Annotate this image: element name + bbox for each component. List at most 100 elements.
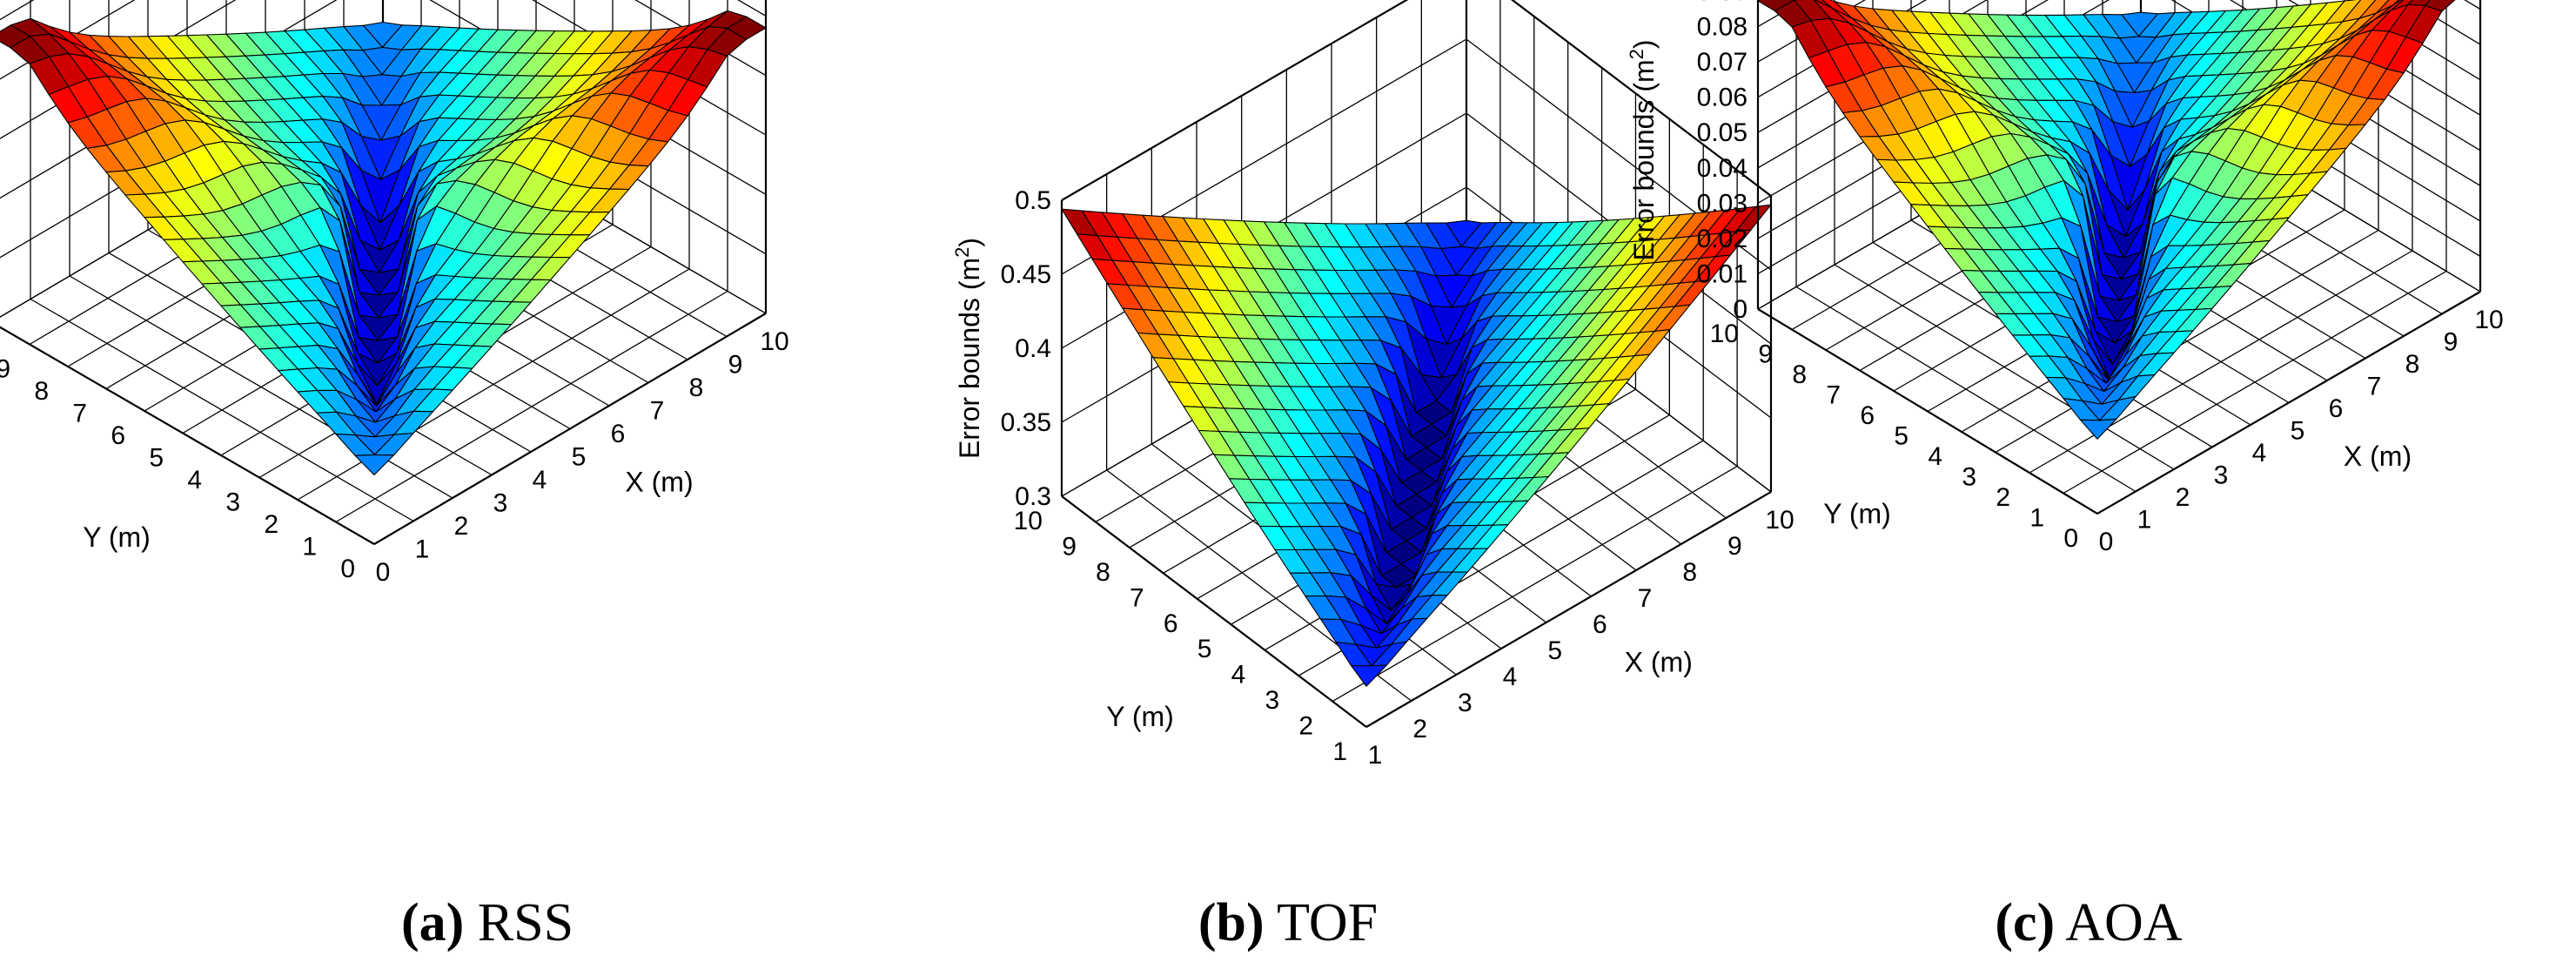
z-axis-label: Error bounds (m2) <box>951 238 986 459</box>
x-tick-label: 10 <box>1765 506 1794 535</box>
y-tick-label: 10 <box>1710 320 1739 348</box>
grid-line <box>1995 229 2379 454</box>
caption-c: (c) AOA <box>1995 893 2182 952</box>
x-tick-label: 0 <box>376 558 391 587</box>
y-tick-label: 4 <box>1231 661 1246 690</box>
x-tick-label: 0 <box>2099 528 2114 556</box>
axis-line <box>1061 495 1367 728</box>
y-tick-label: 0 <box>340 555 355 583</box>
x-axis-label: X (m) <box>625 466 693 497</box>
y-tick-label: 9 <box>1758 340 1773 369</box>
x-tick-label: 3 <box>1458 689 1472 717</box>
z-tick-label: 0.01 <box>1697 259 1748 288</box>
y-axis-label: Y (m) <box>83 522 151 553</box>
y-tick-label: 8 <box>1096 558 1110 587</box>
y-tick-label: 10 <box>1014 507 1043 535</box>
caption-b: (b) TOF <box>1198 893 1378 952</box>
surface-patch <box>354 454 395 476</box>
grid-line <box>2029 250 2413 474</box>
panel-tof: 12345678910123456789100.30.350.40.450.5X… <box>951 0 1794 770</box>
y-axis-label: Y (m) <box>1823 498 1891 529</box>
x-tick-label: 1 <box>1368 741 1383 770</box>
y-tick-label: 3 <box>225 488 240 517</box>
y-tick-label: 4 <box>187 466 202 495</box>
z-tick-label: 0.35 <box>1001 408 1051 437</box>
y-tick-label: 3 <box>1265 686 1280 715</box>
x-tick-label: 5 <box>572 443 587 472</box>
z-axis-label: Error bounds (m2) <box>1626 39 1660 260</box>
z-tick-label: 0.45 <box>1001 260 1051 289</box>
grid-line <box>0 0 35 21</box>
y-tick-label: 8 <box>1792 360 1807 389</box>
grid-line <box>1332 465 1738 703</box>
z-tick-label: 0.04 <box>1697 154 1748 183</box>
y-tick-label: 5 <box>149 444 164 473</box>
grid-line <box>335 290 728 523</box>
y-tick-label: 2 <box>264 510 278 539</box>
y-tick-label: 6 <box>1164 609 1178 638</box>
y-tick-label: 1 <box>1332 737 1347 766</box>
axis-line <box>373 313 767 545</box>
x-tick-label: 7 <box>2367 373 2382 401</box>
z-tick-label: 0.5 <box>1015 186 1051 215</box>
x-tick-label: 8 <box>689 373 704 402</box>
y-tick-label: 8 <box>34 377 49 406</box>
x-tick-label: 9 <box>1727 532 1742 561</box>
x-axis-label: X (m) <box>1625 647 1693 678</box>
surface-patch <box>2079 418 2117 440</box>
y-tick-label: 2 <box>1996 483 2010 512</box>
x-tick-label: 5 <box>2291 417 2305 446</box>
x-tick-label: 6 <box>611 420 626 448</box>
y-tick-label: 7 <box>1130 583 1144 612</box>
x-axis-label: X (m) <box>2344 441 2412 472</box>
y-tick-label: 6 <box>1860 401 1875 430</box>
x-tick-label: 3 <box>2214 461 2229 490</box>
x-tick-label: 4 <box>2252 439 2267 468</box>
x-tick-label: 7 <box>1638 584 1653 613</box>
x-tick-label: 9 <box>2444 328 2459 357</box>
x-tick-label: 2 <box>2176 483 2190 512</box>
y-tick-label: 9 <box>0 355 10 384</box>
z-tick-label: 0.08 <box>1697 13 1748 42</box>
y-tick-label: 3 <box>1962 463 1976 492</box>
y-tick-label: 1 <box>302 533 317 562</box>
x-tick-label: 9 <box>728 351 743 380</box>
z-tick-label: 0.02 <box>1697 225 1748 253</box>
grid-line <box>532 0 767 136</box>
z-tick-label: 0 <box>1733 295 1748 324</box>
axis-line <box>2096 291 2481 515</box>
z-tick-label: 0.06 <box>1697 84 1748 112</box>
y-tick-label: 5 <box>1894 422 1909 451</box>
y-tick-label: 4 <box>1928 442 1942 471</box>
x-tick-label: 7 <box>650 397 665 426</box>
z-tick-label: 0.05 <box>1697 118 1748 147</box>
y-tick-label: 7 <box>1826 381 1841 410</box>
y-tick-label: 2 <box>1298 712 1313 741</box>
x-tick-label: 10 <box>760 327 788 356</box>
x-tick-label: 3 <box>493 489 508 518</box>
grid-line <box>1061 0 1408 201</box>
x-tick-label: 4 <box>533 466 547 495</box>
x-tick-label: 4 <box>1503 663 1518 691</box>
x-tick-label: 5 <box>1547 636 1562 665</box>
axis-line <box>1511 0 1772 197</box>
grid-line <box>2063 270 2447 495</box>
y-tick-label: 0 <box>2063 524 2078 553</box>
x-tick-label: 2 <box>1412 715 1427 744</box>
x-tick-label: 2 <box>454 512 469 541</box>
y-tick-label: 6 <box>111 421 125 450</box>
caption-a: (a) RSS <box>401 893 574 952</box>
axis-line <box>0 326 375 545</box>
x-tick-label: 10 <box>2474 306 2503 334</box>
panel-rss: 01234567891001234567891011.522.533.54X (… <box>0 0 789 587</box>
z-tick-label: 0.03 <box>1697 189 1748 218</box>
x-tick-label: 6 <box>2329 394 2344 423</box>
x-tick-label: 1 <box>2137 506 2152 535</box>
x-tick-label: 1 <box>415 535 430 564</box>
y-axis-label: Y (m) <box>1106 701 1174 732</box>
axis-line <box>1061 0 1409 201</box>
x-tick-label: 8 <box>1682 558 1697 587</box>
z-tick-label: 0.09 <box>1697 0 1748 6</box>
y-tick-label: 1 <box>2029 504 2044 533</box>
